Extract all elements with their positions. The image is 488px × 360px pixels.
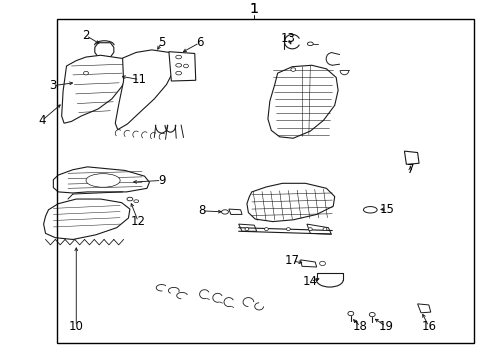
Polygon shape — [417, 304, 430, 313]
Ellipse shape — [264, 228, 268, 230]
Polygon shape — [238, 224, 256, 231]
Text: 10: 10 — [69, 320, 83, 333]
Text: 16: 16 — [421, 320, 435, 333]
Ellipse shape — [244, 228, 248, 230]
Ellipse shape — [183, 64, 188, 68]
Ellipse shape — [363, 207, 376, 213]
Polygon shape — [246, 183, 334, 222]
Ellipse shape — [319, 261, 325, 266]
Ellipse shape — [368, 312, 374, 317]
Ellipse shape — [175, 63, 181, 67]
Text: 2: 2 — [82, 29, 90, 42]
Text: 12: 12 — [130, 215, 145, 228]
Polygon shape — [168, 52, 195, 81]
Text: 1: 1 — [249, 3, 258, 17]
Polygon shape — [95, 43, 114, 57]
Text: 19: 19 — [378, 320, 393, 333]
Text: 17: 17 — [284, 255, 299, 267]
Polygon shape — [53, 167, 149, 193]
Ellipse shape — [347, 311, 353, 316]
Ellipse shape — [323, 228, 326, 230]
Polygon shape — [404, 151, 418, 165]
Ellipse shape — [83, 71, 88, 75]
Text: 14: 14 — [302, 275, 317, 288]
Ellipse shape — [127, 197, 133, 201]
Ellipse shape — [175, 71, 181, 75]
Ellipse shape — [286, 228, 290, 230]
Text: 11: 11 — [132, 73, 147, 86]
Polygon shape — [228, 209, 242, 215]
Polygon shape — [61, 55, 131, 123]
Bar — [57, 19, 473, 343]
Polygon shape — [76, 80, 91, 85]
Polygon shape — [300, 260, 316, 267]
Polygon shape — [306, 224, 330, 234]
Text: 7: 7 — [406, 162, 413, 176]
Ellipse shape — [134, 200, 139, 203]
Ellipse shape — [106, 75, 111, 79]
Text: 15: 15 — [379, 203, 393, 216]
Polygon shape — [267, 65, 337, 138]
Text: 18: 18 — [352, 320, 367, 333]
Text: 1: 1 — [249, 3, 258, 17]
Text: 4: 4 — [39, 114, 46, 127]
Ellipse shape — [221, 210, 228, 214]
Text: 3: 3 — [50, 79, 57, 92]
Ellipse shape — [115, 75, 120, 79]
Ellipse shape — [86, 174, 120, 187]
Text: 5: 5 — [158, 36, 165, 49]
Text: 8: 8 — [198, 204, 205, 217]
Text: 13: 13 — [281, 32, 295, 45]
Ellipse shape — [290, 68, 295, 71]
Text: 6: 6 — [196, 36, 203, 49]
Polygon shape — [115, 50, 175, 130]
Ellipse shape — [175, 55, 181, 59]
Ellipse shape — [307, 42, 313, 46]
Polygon shape — [43, 199, 130, 239]
Ellipse shape — [308, 228, 312, 230]
Text: 9: 9 — [158, 174, 165, 187]
